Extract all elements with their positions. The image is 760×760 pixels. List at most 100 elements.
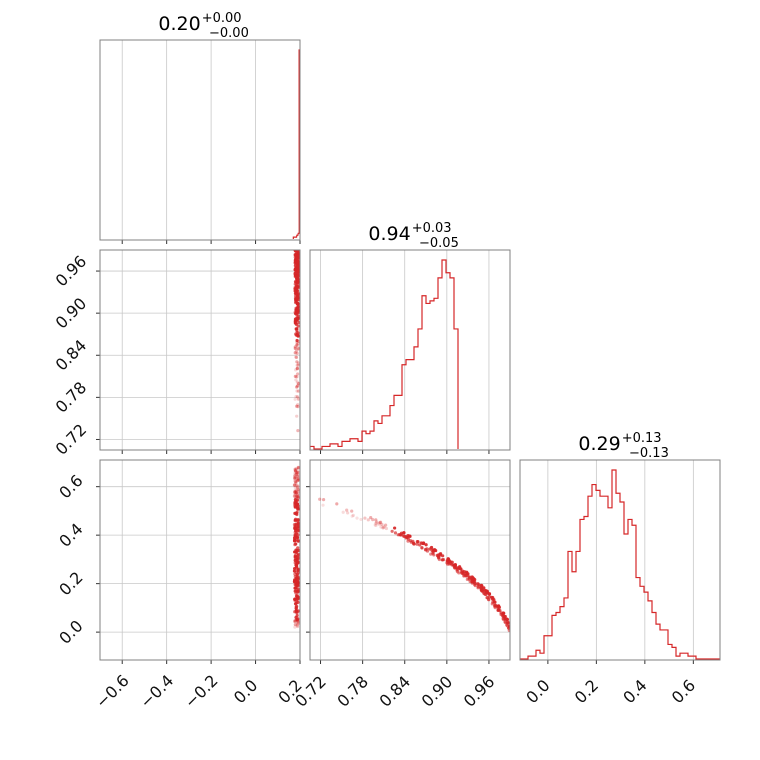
p21-sample-point [496, 605, 500, 609]
p21-sample-point [431, 551, 435, 555]
p21-sample-point [476, 586, 480, 590]
p21-sample-point [424, 543, 428, 547]
p10-sample-point [295, 363, 299, 367]
p20-sample-point [296, 485, 300, 489]
p10-sample-point [294, 355, 298, 359]
p10-sample-point [295, 313, 299, 317]
p11-frame [309, 249, 511, 451]
p21-sample-point [346, 511, 350, 515]
p21-sample-point [487, 595, 491, 599]
p10-sample-point [295, 380, 299, 384]
title-p00-minus: −0.00 [209, 26, 249, 41]
p20-sample-point [293, 492, 297, 496]
p20-sample-point [295, 472, 299, 476]
p21-sample-point [477, 583, 481, 587]
p21-sample-point [446, 562, 450, 566]
p20-sample-point [296, 473, 300, 477]
p10-sample-point [296, 384, 300, 388]
p11-histogram-line [310, 259, 459, 450]
p20-sample-point [294, 490, 298, 494]
p10-sample-point [294, 355, 299, 359]
p10-sample-point [296, 278, 300, 282]
p21-sample-point [381, 526, 385, 530]
p21-sample-point [497, 608, 501, 612]
p10-sample-point [296, 309, 300, 313]
p21-sample-point [377, 522, 381, 526]
p10-sample-point [296, 405, 300, 409]
p20-sample-point [294, 491, 298, 495]
p20-sample-point [295, 494, 299, 498]
p22-histogram-line [520, 469, 720, 660]
panel-p10: 0.720.780.840.900.96 [52, 249, 301, 459]
p20-sample-point [296, 533, 300, 537]
p20-samples [292, 465, 300, 629]
p20-sample-point [297, 492, 300, 496]
p10-ytick-label-2: 0.84 [52, 336, 91, 375]
title-p22-median: 0.29 [578, 433, 620, 455]
p21-sample-point [350, 514, 354, 518]
p20-sample-point [293, 490, 297, 494]
p20-sample-point [295, 493, 299, 497]
p20-sample-point [294, 615, 298, 620]
p20-sample-point [295, 610, 299, 614]
p21-sample-point [393, 531, 398, 535]
p10-sample-point [294, 298, 299, 303]
p20-sample-point [295, 623, 299, 627]
title-p00: 0.20+0.00 [158, 11, 241, 35]
p21-sample-point [411, 539, 415, 543]
p20-sample-point [294, 523, 298, 527]
p20-sample-point [294, 606, 298, 611]
p20-sample-point [293, 483, 297, 487]
title-p00-median: 0.20 [158, 13, 200, 35]
p20-sample-point [296, 465, 300, 470]
p10-sample-point [293, 374, 297, 378]
title-p22-plus: +0.13 [622, 431, 662, 446]
p20-sample-point [297, 529, 300, 533]
p20-sample-point [294, 491, 298, 495]
p21-xtick-label-1: 0.78 [333, 672, 372, 711]
p20-sample-point [295, 498, 300, 502]
p20-sample-point [295, 583, 300, 587]
panel-p22: 0.0 0.2 0.4 0.6 [519, 459, 721, 707]
title-p11-minus: −0.05 [419, 236, 459, 251]
p21-sample-point [416, 540, 420, 544]
p22-xtick-label-2: 0.4 [619, 676, 650, 707]
p10-sample-point [296, 429, 300, 433]
p10-sample-point [295, 384, 299, 388]
p10-sample-point [293, 320, 298, 325]
p20-sample-point [293, 550, 298, 554]
p21-sample-point [429, 545, 434, 550]
p21-sample-point [440, 558, 444, 562]
p20-sample-point [293, 619, 297, 624]
p21-sample-point [425, 549, 430, 553]
p10-sample-point [296, 264, 300, 268]
p21-xtick-label-2: 0.84 [376, 672, 415, 711]
p20-sample-point [296, 552, 300, 556]
p10-sample-point [296, 295, 300, 300]
p21-sample-point [473, 583, 477, 588]
p21-sample-point [419, 541, 423, 545]
p21-sample-point [501, 617, 506, 621]
p20-sample-point [296, 546, 300, 550]
p10-sample-point [295, 289, 300, 293]
p21-sample-point [345, 508, 349, 512]
p20-sample-point [292, 579, 297, 583]
p20-sample-point [294, 571, 298, 575]
p20-sample-point [293, 623, 297, 627]
p21-sample-point [436, 553, 440, 557]
p20-sample-point [296, 495, 300, 499]
p21-sample-point [374, 523, 378, 527]
p21-sample-point [459, 567, 463, 571]
title-p22-minus: −0.13 [629, 446, 669, 461]
p20-sample-point [294, 483, 298, 488]
p20-sample-point [293, 490, 297, 494]
p20-sample-point [292, 494, 297, 498]
p21-sample-point [384, 526, 389, 531]
p10-sample-point [296, 257, 300, 261]
p20-sample-point [296, 620, 300, 624]
panel-p11 [309, 249, 511, 454]
p20-sample-point [293, 586, 297, 590]
p10-sample-point [296, 361, 300, 365]
p21-sample-point [350, 509, 354, 513]
